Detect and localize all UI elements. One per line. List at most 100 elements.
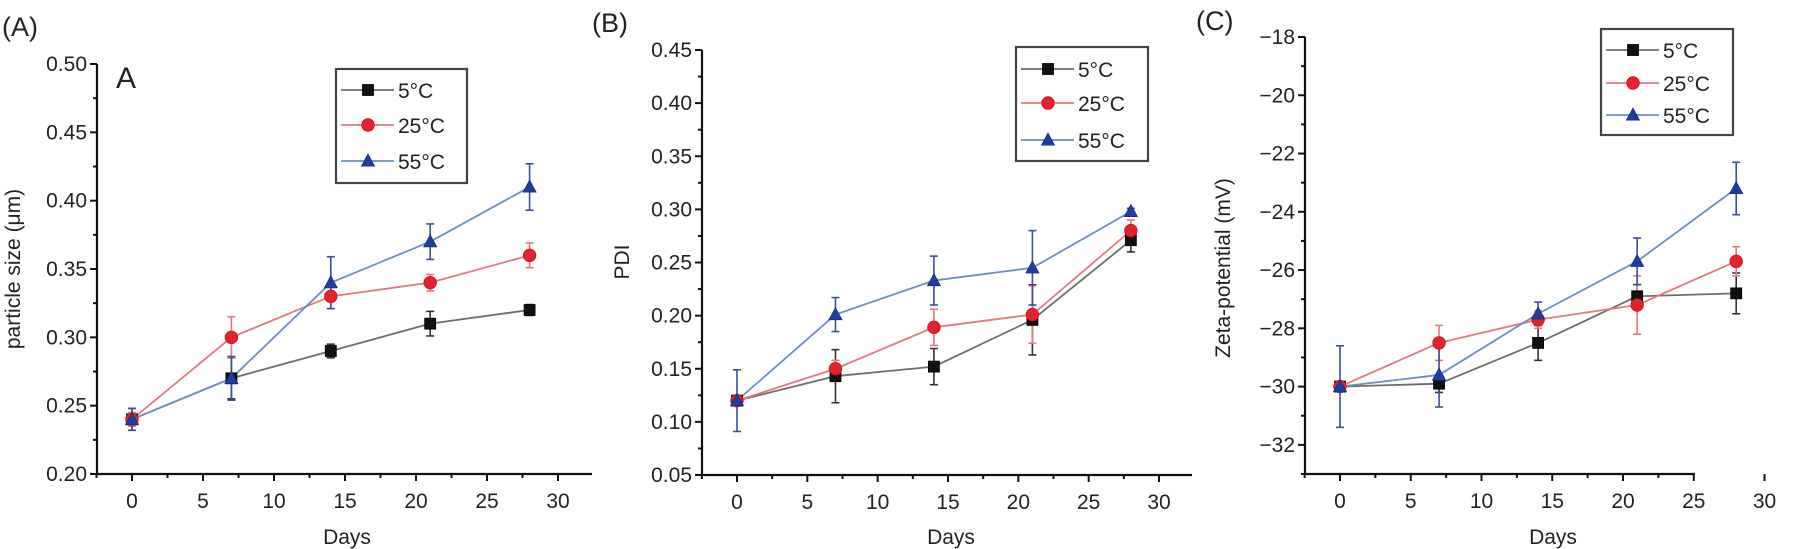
panel-a-x-tick-label: 25: [475, 490, 498, 513]
panel-b-data-point-25C: [828, 362, 843, 376]
panel-c-x-tick-label: 5: [1405, 490, 1417, 513]
panel-b-y-tick-label: 0.20: [651, 305, 692, 328]
panel-a-x-tick-label: 30: [546, 490, 569, 513]
panel-a-x-tick-label: 10: [262, 490, 285, 513]
panel-c-legend-label-5C: 5°C: [1663, 40, 1698, 63]
panel-a-y-tick-label: 0.40: [46, 190, 87, 213]
panel-b-x-tick-label: 0: [731, 491, 743, 514]
panel-a-legend-label-25C: 25°C: [398, 115, 445, 138]
panel-c-y-tick-label: −24: [1259, 201, 1295, 224]
panel-b-y-axis-title: PDI: [611, 244, 634, 279]
panel-b-data-point-25C: [1124, 223, 1138, 238]
panel-c-data-point-5C: [1730, 287, 1743, 300]
panel-b-data-point-5C: [928, 360, 940, 373]
panel-a: (A) A particle size (μm) Days 0.200.250.…: [2, 12, 592, 549]
panel-a-data-point-25C: [224, 330, 239, 345]
panel-a-legend-label-5C: 5°C: [398, 80, 433, 103]
panel-b-y-tick-label: 0.25: [651, 252, 692, 275]
panel-c-y-tick-label: −30: [1259, 376, 1295, 399]
panel-c-y-tick-label: −20: [1259, 84, 1295, 107]
panel-a-series-line-5C: [131, 309, 530, 421]
panel-c-data-point-5C: [1532, 336, 1544, 349]
panel-c-legend-marker-55C: [1625, 107, 1641, 121]
panel-b-x-tick-label: 25: [1077, 491, 1100, 514]
panel-c-x-tick-label: 10: [1470, 490, 1493, 513]
panel-a-x-tick-label: 0: [126, 490, 138, 513]
panel-a-data-point-5C: [424, 317, 437, 330]
panel-a-data-point-55C: [423, 233, 438, 248]
panel-c-data-point-25C: [1729, 254, 1743, 269]
panel-c-data-point-55C: [1729, 180, 1744, 195]
panel-c-x-tick-label: 25: [1682, 490, 1705, 513]
panel-b-data-point-55C: [828, 306, 843, 321]
panel-b-legend-label-5C: 5°C: [1078, 59, 1113, 82]
panel-b-legend-box: [1014, 45, 1150, 163]
panel-a-plot: 0.20 0.25 0.30 0.35 0.40 0.45 0.50 0 5 10 15 20 25 30: [46, 53, 592, 513]
panel-a-data-point-25C: [423, 275, 437, 290]
panel-b-data-point-55C: [1025, 260, 1040, 274]
panel-b-label: (B): [592, 8, 628, 38]
panel-c-x-tick-label: 30: [1753, 490, 1776, 513]
panel-a-x-tick-label: 15: [333, 490, 356, 513]
panel-c-x-tick-label: 15: [1541, 490, 1564, 513]
panel-c-plot: −32 −30 −28 −26 −24 −22 −20 −18 0 5 10 15 20 25 30: [1259, 26, 1776, 513]
panel-b-legend-label-25C: 25°C: [1078, 93, 1125, 116]
panel-b-x-tick-label: 30: [1147, 491, 1170, 514]
panel-a-legend-label-55C: 55°C: [398, 151, 445, 174]
panel-b-x-tick-label: 5: [801, 491, 813, 514]
panel-c-y-tick-label: −26: [1259, 259, 1295, 282]
panel-c-data-point-55C: [1332, 378, 1348, 393]
panel-a-y-axis-title: particle size (μm): [2, 189, 25, 349]
panel-c-x-tick-label: 0: [1334, 490, 1346, 513]
panel-b-x-tick-label: 10: [866, 491, 889, 514]
panel-c-legend-box: [1599, 27, 1735, 137]
panel-a-data-point-25C: [324, 289, 338, 304]
panel-b-legend-label-55C: 55°C: [1078, 130, 1125, 153]
panel-c-x-tick-label: 20: [1611, 490, 1634, 513]
panel-b-data-point-55C: [1123, 203, 1139, 218]
panel-c-data-point-55C: [1530, 306, 1546, 320]
panel-c-legend-marker-25C: [1626, 76, 1640, 90]
panel-a-data-point-55C: [522, 179, 537, 193]
panel-c-y-axis-title: Zeta-potential (mV): [1212, 178, 1235, 358]
panel-c: (C) Zeta-potential (mV) Days −32 −30 −28 −2…: [1196, 6, 1776, 549]
panel-c-x-axis-title: Days: [1529, 526, 1577, 549]
panel-a-y-tick-label: 0.20: [46, 463, 87, 486]
panel-c-y-tick-label: −18: [1259, 26, 1295, 49]
panel-c-legend-label-55C: 55°C: [1663, 105, 1710, 128]
panel-c-y-tick-label: −22: [1259, 143, 1295, 166]
panel-c-legend-marker-5C: [1627, 44, 1639, 56]
panel-b: (B) PDI Days 0.05 0.10 0.15 0.20 0.25 0.30 0.3…: [592, 8, 1192, 549]
panel-a-data-point-55C: [323, 274, 338, 289]
panel-b-y-tick-label: 0.35: [651, 145, 692, 168]
panel-a-y-tick-label: 0.30: [46, 326, 87, 349]
panel-b-y-tick-label: 0.10: [651, 411, 692, 434]
panel-b-x-tick-label: 15: [936, 491, 959, 514]
panel-b-y-tick-label: 0.30: [651, 198, 692, 221]
panel-b-data-point-25C: [927, 320, 941, 335]
panel-b-y-tick-label: 0.15: [651, 358, 692, 381]
panel-b-legend-marker-55C: [1040, 132, 1056, 146]
panel-a-legend-marker-5C: [362, 84, 374, 96]
panel-c-legend: 5°C 25°C 55°C: [1599, 27, 1735, 137]
panel-a-data-point-55C: [124, 411, 140, 425]
panel-c-data-point-25C: [1630, 298, 1644, 312]
panel-c-data-point-55C: [1629, 253, 1645, 267]
panel-a-data-point-5C: [324, 345, 337, 357]
panel-a-y-tick-label: 0.45: [46, 121, 87, 144]
panel-a-data-point-55C: [224, 370, 239, 384]
panel-c-legend-label-25C: 25°C: [1663, 73, 1710, 96]
panel-a-label: (A): [2, 12, 38, 42]
panel-a-legend-marker-25C: [361, 118, 375, 132]
panel-a-legend-marker-55C: [360, 153, 376, 167]
panel-c-data-point-25C: [1432, 336, 1446, 350]
panel-b-x-tick-label: 20: [1007, 491, 1030, 514]
panel-b-y-tick-label: 0.45: [651, 39, 692, 62]
panel-a-legend: 5°C 25°C 55°C: [334, 67, 469, 185]
panel-a-x-tick-label: 5: [197, 490, 209, 513]
panel-a-legend-box: [334, 67, 469, 185]
panel-b-legend-marker-5C: [1042, 63, 1054, 75]
panel-a-y-tick-label: 0.35: [46, 258, 87, 281]
panel-c-y-tick-label: −32: [1259, 434, 1295, 457]
